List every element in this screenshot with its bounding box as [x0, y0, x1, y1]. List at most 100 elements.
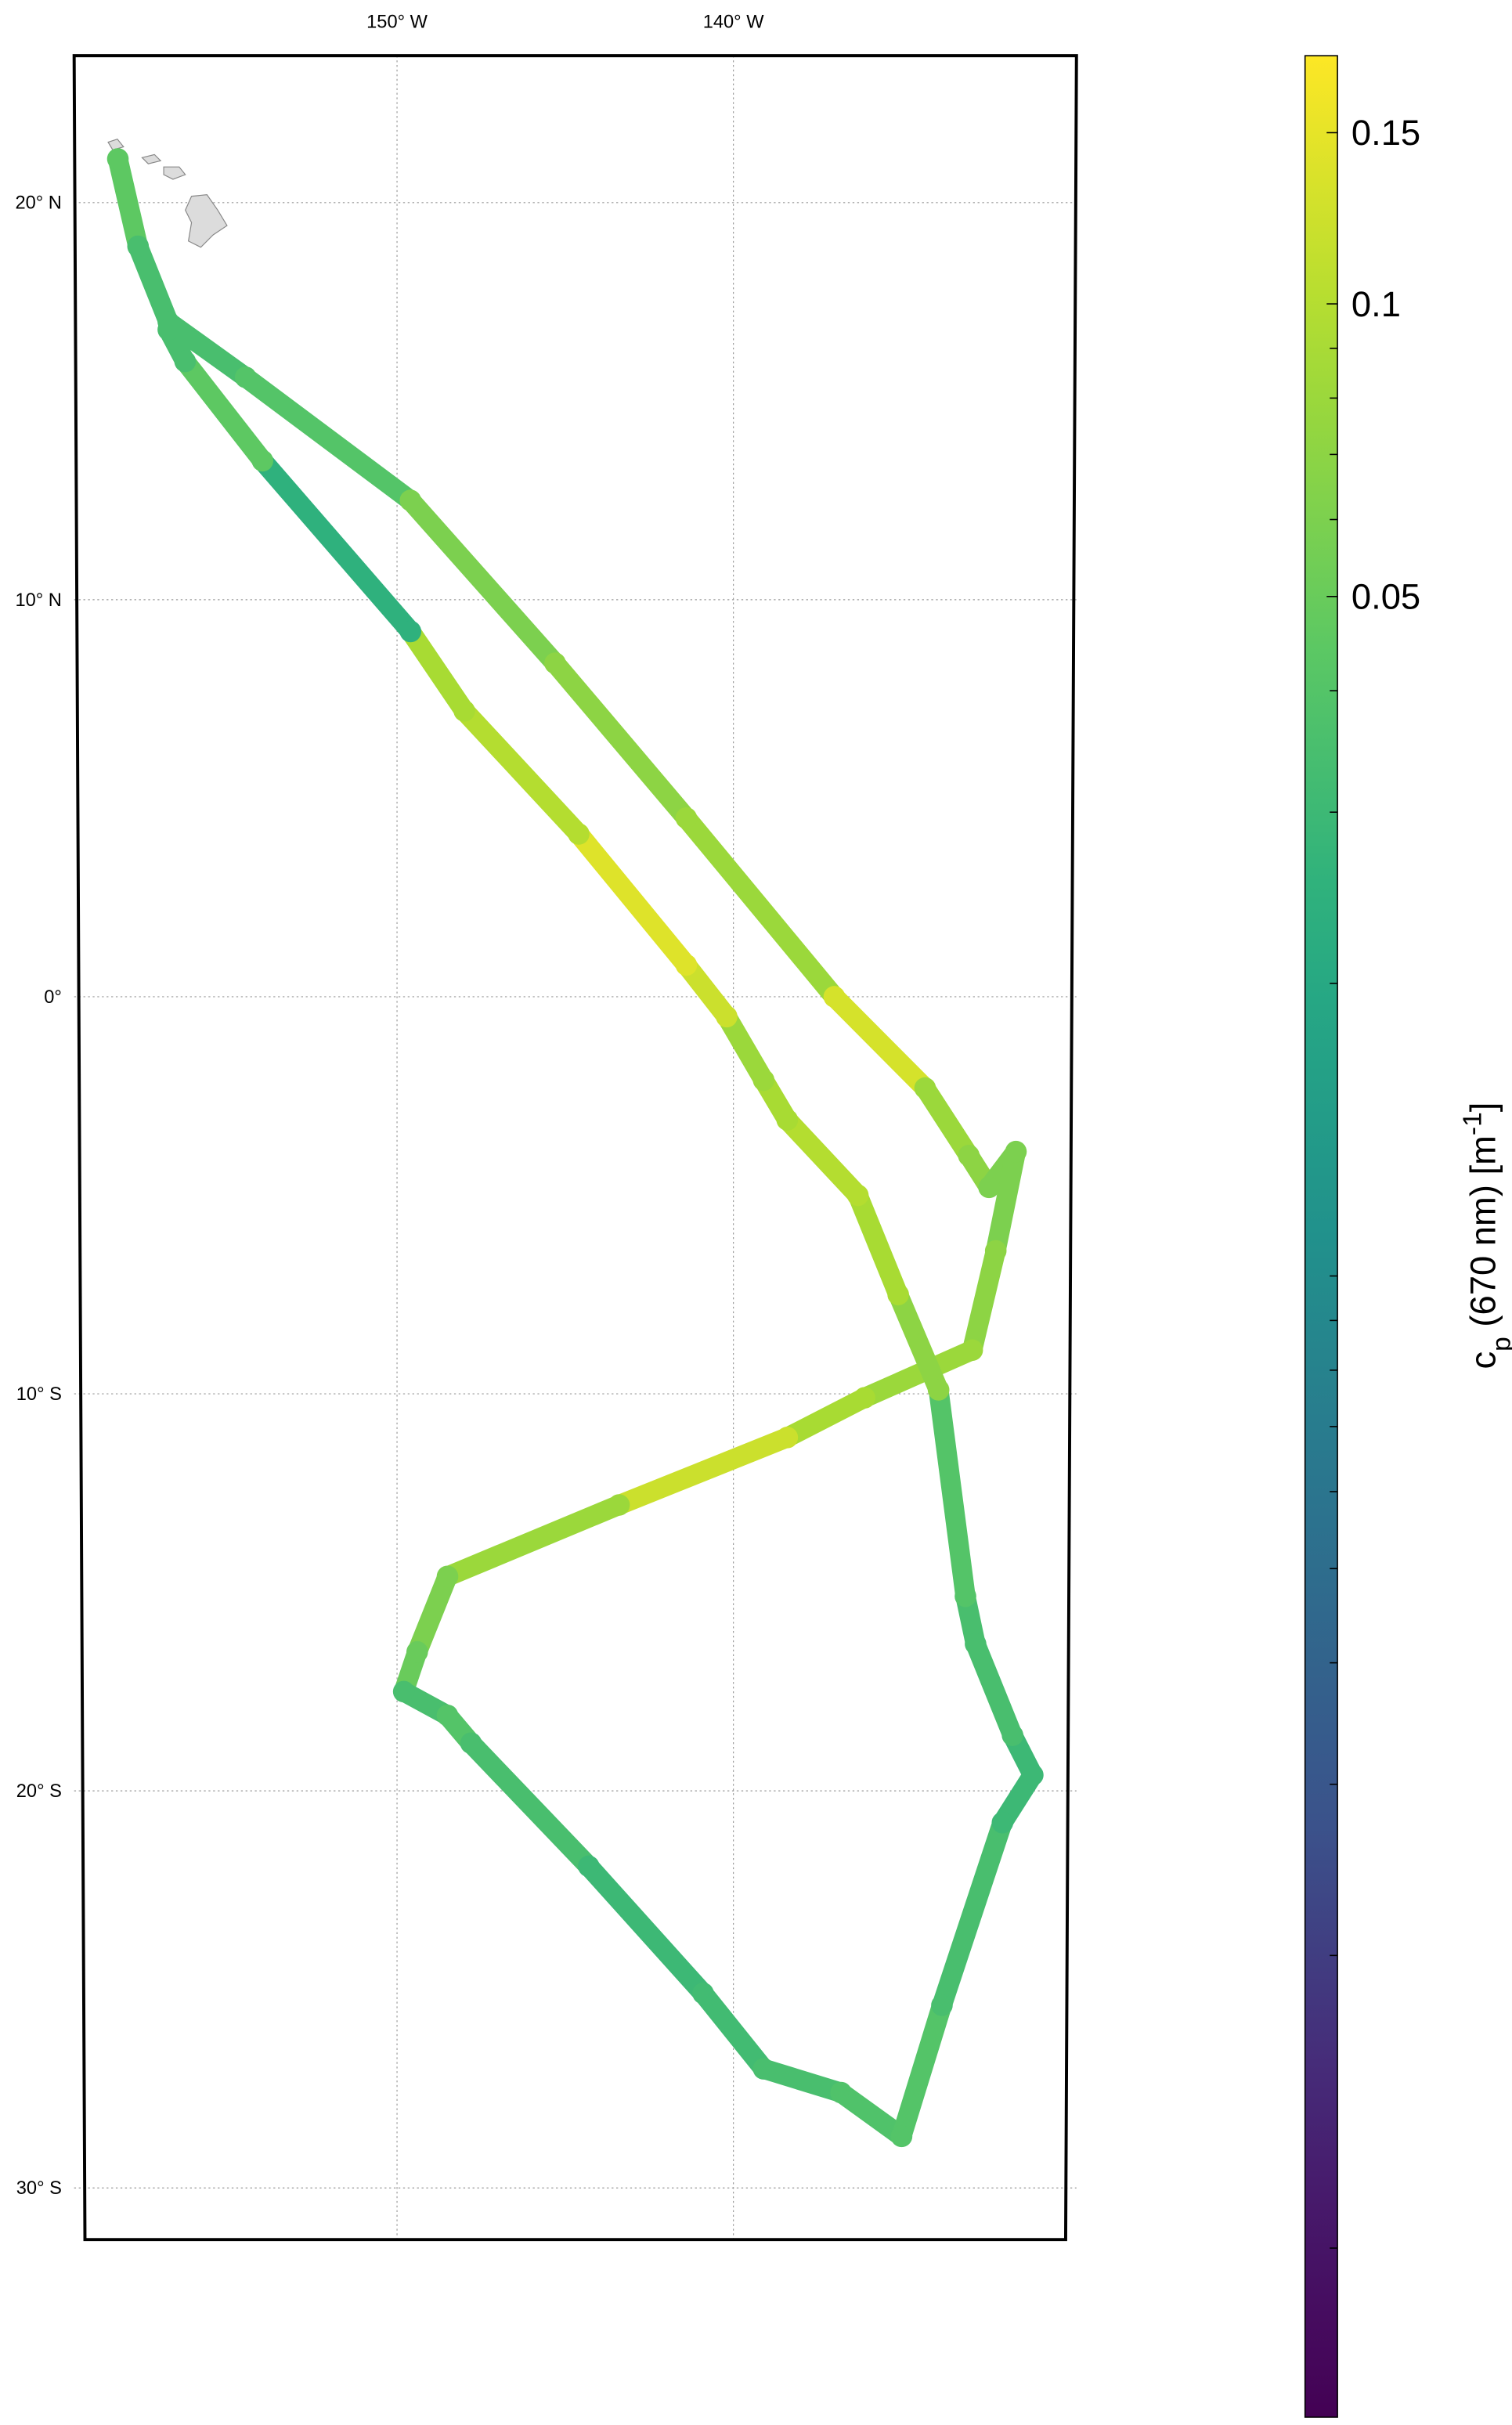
- track-point: [958, 1144, 980, 1167]
- track-point: [251, 449, 274, 472]
- track-segment: [716, 1006, 774, 1091]
- colorbar-tick-label: 0.05: [1351, 577, 1420, 617]
- track-point: [887, 1283, 909, 1306]
- track-point: [234, 366, 257, 388]
- lat-tick-label: 20° S: [16, 1781, 62, 1802]
- track-point: [984, 1240, 1007, 1262]
- hawaii-islands: [107, 138, 228, 248]
- track-point: [823, 986, 846, 1008]
- track-segment: [962, 1240, 1006, 1361]
- label-part: p: [1487, 1337, 1512, 1351]
- track-point: [675, 807, 698, 829]
- track-segment: [437, 1495, 630, 1587]
- track-segment: [252, 450, 421, 642]
- colorbar-tick-label: 0.1: [1351, 284, 1401, 324]
- colorbar-ticks: 0.15 0.1 0.05: [1326, 113, 1420, 2249]
- track-point: [830, 2081, 852, 2104]
- track-segment: [175, 351, 273, 471]
- colorbar-tick-label: 0.15: [1351, 113, 1420, 153]
- colorbar-label: cp (670 nm) [m-1]: [1458, 1102, 1512, 1369]
- lat-tick-label: 10° N: [15, 590, 61, 611]
- track-point: [568, 823, 590, 845]
- track-segment: [235, 367, 421, 511]
- label-part: (670 nm) [m: [1463, 1135, 1503, 1337]
- ship-track: [106, 148, 1044, 2148]
- track-segment: [915, 1077, 980, 1166]
- track-point: [578, 1855, 600, 1878]
- track-point: [752, 1069, 775, 1092]
- track-point: [752, 2058, 775, 2080]
- track-point: [392, 1680, 415, 1703]
- track-point: [890, 2125, 913, 2148]
- track-point: [406, 1640, 428, 1663]
- track-segment: [693, 1983, 774, 2079]
- track-point: [692, 1982, 714, 2005]
- track-segment: [676, 954, 737, 1027]
- track-segment: [753, 2059, 851, 2103]
- track-segment: [932, 1812, 1013, 2015]
- track-segment: [579, 1856, 713, 2004]
- track-segment: [545, 653, 697, 828]
- track-segment: [107, 149, 149, 257]
- track-point: [436, 1704, 459, 1727]
- track-point: [965, 1633, 987, 1655]
- track-segment: [676, 807, 845, 1007]
- track-segment: [891, 1995, 952, 2147]
- track-segment: [985, 1141, 1027, 1261]
- track-point: [978, 1176, 1000, 1199]
- track-point: [961, 1339, 983, 1362]
- track-segment: [965, 1633, 1023, 1745]
- track-segment: [888, 1284, 949, 1400]
- lon-tick-label: 150° W: [366, 13, 428, 33]
- label-part: -1: [1458, 1112, 1487, 1135]
- track-point: [954, 1585, 976, 1608]
- track-point: [931, 1994, 953, 2016]
- track-point: [1001, 1724, 1023, 1746]
- track-segment: [847, 1185, 908, 1305]
- track-segment: [777, 1388, 875, 1448]
- track-point: [157, 319, 179, 341]
- lat-tick-label: 0°: [44, 987, 62, 1008]
- track-point: [174, 350, 197, 373]
- track-segment: [128, 236, 179, 332]
- track-point: [853, 1387, 875, 1409]
- track-point: [399, 620, 422, 643]
- label-part: ]: [1463, 1102, 1503, 1113]
- track-segment: [928, 1380, 976, 1607]
- label-part: c: [1463, 1351, 1503, 1369]
- track-point: [1022, 1764, 1044, 1786]
- track-point: [436, 1565, 459, 1588]
- track-point: [453, 700, 475, 722]
- track-point: [1005, 1140, 1027, 1163]
- lat-tick-label: 10° S: [16, 1384, 62, 1405]
- colorbar: [1305, 56, 1338, 2417]
- track-segment: [407, 1566, 458, 1662]
- lat-tick-label: 20° N: [15, 193, 61, 214]
- track-point: [399, 489, 422, 511]
- track-segment: [831, 2082, 912, 2147]
- track-point: [991, 1811, 1014, 1834]
- track-segment: [777, 1110, 868, 1206]
- track-segment: [854, 1340, 983, 1408]
- track-segment: [824, 987, 936, 1099]
- track-point: [776, 1427, 799, 1449]
- track-segment: [608, 1427, 798, 1515]
- track-point: [716, 1005, 738, 1028]
- track-point: [544, 652, 566, 674]
- lat-tick-label: 30° S: [16, 2178, 62, 2199]
- track-point: [914, 1077, 936, 1099]
- graticule: [74, 56, 1077, 2240]
- track-point: [776, 1109, 799, 1131]
- track-point: [846, 1184, 869, 1207]
- track-point: [608, 1494, 630, 1516]
- track-segment: [400, 621, 475, 721]
- track-point: [106, 148, 129, 170]
- track-point: [460, 1732, 482, 1755]
- track-segment: [460, 1733, 599, 1877]
- track-segment: [568, 824, 697, 976]
- track-point: [927, 1379, 950, 1401]
- track-segment: [454, 701, 589, 844]
- track-point: [127, 235, 150, 258]
